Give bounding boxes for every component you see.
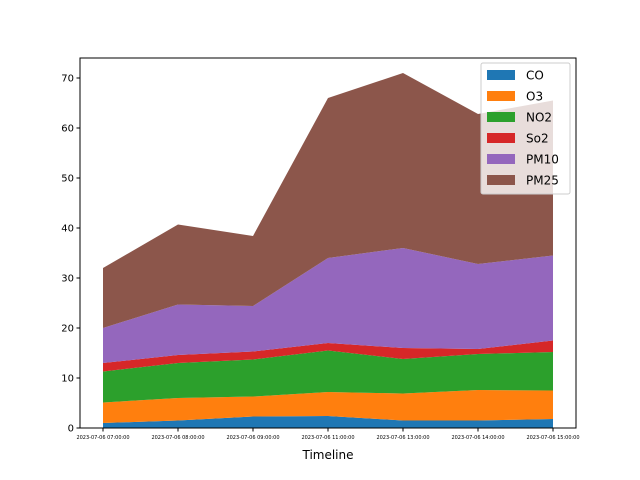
legend-label-pm10: PM10 bbox=[526, 153, 559, 167]
x-tick-label: 2023-07-06 07:00:00 bbox=[76, 435, 129, 441]
legend-label-co: CO bbox=[526, 69, 544, 83]
x-tick-label: 2023-07-06 13:00:00 bbox=[376, 435, 429, 441]
x-tick-label: 2023-07-06 11:00:00 bbox=[301, 435, 354, 441]
area-o3 bbox=[103, 390, 553, 423]
area-so2 bbox=[103, 340, 553, 372]
legend-label-no2: NO2 bbox=[526, 111, 552, 125]
legend-swatch-so2 bbox=[487, 133, 515, 143]
x-tick-label: 2023-07-06 15:00:00 bbox=[526, 435, 579, 441]
x-tick-label: 2023-07-06 09:00:00 bbox=[226, 435, 279, 441]
y-tick-label: 40 bbox=[61, 224, 74, 235]
area-co bbox=[103, 416, 553, 428]
y-tick-label: 50 bbox=[61, 174, 74, 185]
legend-swatch-pm10 bbox=[487, 154, 515, 164]
y-tick-label: 20 bbox=[61, 324, 74, 335]
legend-label-pm25: PM25 bbox=[526, 174, 559, 188]
legend-swatch-co bbox=[487, 70, 515, 80]
y-tick-label: 30 bbox=[61, 274, 74, 285]
y-tick-label: 0 bbox=[68, 424, 74, 435]
area-pm10 bbox=[103, 248, 553, 363]
x-axis: 2023-07-06 07:00:00 2023-07-06 08:00:00 20… bbox=[76, 428, 580, 441]
area-layers bbox=[103, 73, 553, 428]
legend: CO O3 NO2 So2 PM10 PM25 bbox=[480, 62, 571, 195]
y-tick-label: 70 bbox=[61, 74, 74, 85]
x-axis-title: Timeline bbox=[301, 448, 353, 462]
area-pm25 bbox=[103, 73, 553, 328]
y-axis: 0 10 20 30 40 50 60 70 bbox=[61, 74, 80, 435]
legend-label-o3: O3 bbox=[526, 90, 543, 104]
x-tick-label: 2023-07-06 14:00:00 bbox=[451, 435, 504, 441]
y-tick-label: 60 bbox=[61, 124, 74, 135]
area-no2 bbox=[103, 350, 553, 403]
legend-swatch-no2 bbox=[487, 112, 515, 122]
y-tick-label: 10 bbox=[61, 374, 74, 385]
legend-swatch-pm25 bbox=[487, 175, 515, 185]
legend-label-so2: So2 bbox=[526, 132, 549, 146]
x-tick-label: 2023-07-06 08:00:00 bbox=[151, 435, 204, 441]
legend-swatch-o3 bbox=[487, 91, 515, 101]
